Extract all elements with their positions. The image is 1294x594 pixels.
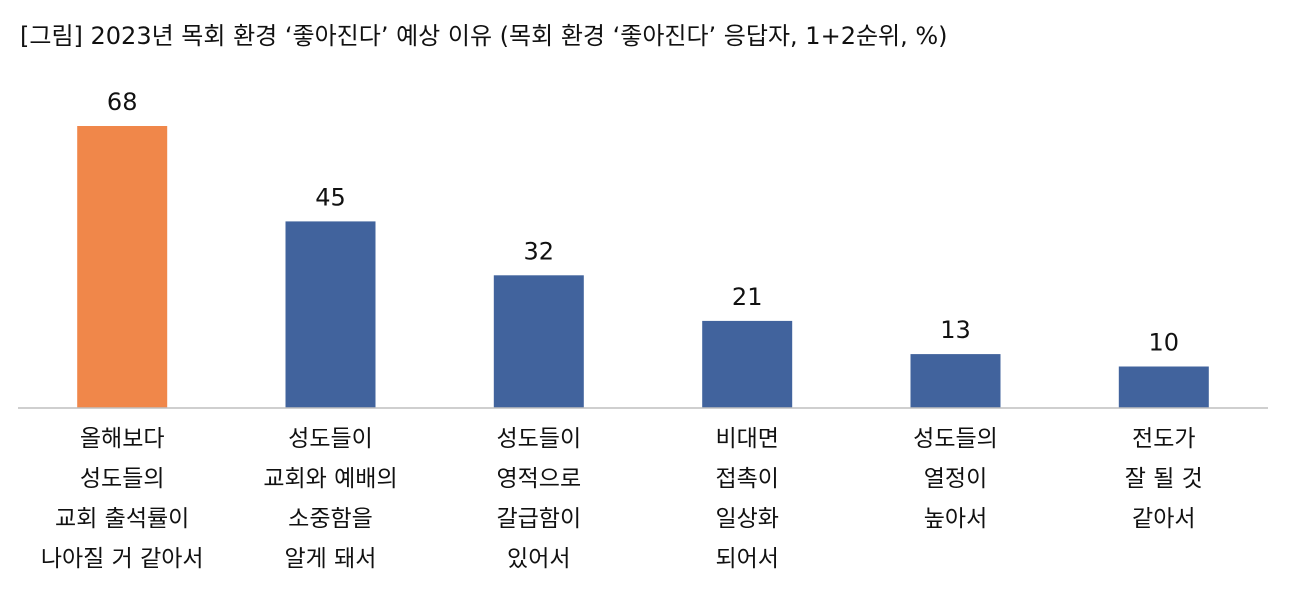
bar-value-label-2: 45	[315, 183, 346, 211]
bars-layer	[77, 126, 1209, 408]
bar-value-label-5: 13	[940, 316, 971, 344]
bar-3	[493, 275, 584, 408]
category-label-line: 전도가	[1132, 426, 1195, 452]
category-label-line: 높아서	[924, 506, 987, 532]
category-label-line: 성도들의	[913, 426, 998, 452]
category-label-line: 알게 돼서	[285, 546, 377, 572]
category-label-line: 교회 출석률이	[55, 506, 189, 532]
category-label-line: 되어서	[715, 546, 778, 572]
category-label-line: 접촉이	[715, 466, 778, 492]
bar-4	[702, 320, 793, 408]
value-labels-layer: 68 45 32 21 13 10	[107, 88, 1179, 357]
category-label-line: 열정이	[924, 466, 987, 492]
category-label-line: 교회와 예배의	[263, 466, 397, 492]
bar-value-label-1: 68	[107, 88, 138, 116]
bar-value-label-4: 21	[732, 283, 763, 311]
category-label-line: 성도들이	[288, 426, 373, 452]
category-label-line: 성도들이	[496, 426, 581, 452]
chart-title: [그림] 2023년 목회 환경 ‘좋아진다’ 예상 이유 (목회 환경 ‘좋아…	[20, 22, 948, 50]
category-label-line: 같아서	[1132, 506, 1195, 532]
bar-value-label-6: 10	[1149, 329, 1180, 357]
category-label-line: 갈급함이	[496, 506, 581, 532]
category-label-line: 나아질 거 같아서	[41, 546, 204, 572]
category-label-line: 성도들의	[80, 466, 165, 492]
category-label-line: 일상화	[715, 506, 778, 532]
category-label-line: 소중함을	[288, 506, 373, 532]
bar-5	[910, 354, 1001, 408]
category-label-line: 잘 될 것	[1125, 466, 1203, 492]
bar-value-label-3: 32	[524, 237, 555, 265]
category-label-line: 있어서	[507, 546, 570, 572]
category-label-line: 영적으로	[496, 466, 581, 492]
category-label-line: 비대면	[715, 426, 778, 452]
bar-2	[285, 221, 376, 408]
bar-1	[77, 126, 168, 408]
category-label-line: 올해보다	[80, 426, 165, 452]
bar-6	[1118, 366, 1209, 408]
